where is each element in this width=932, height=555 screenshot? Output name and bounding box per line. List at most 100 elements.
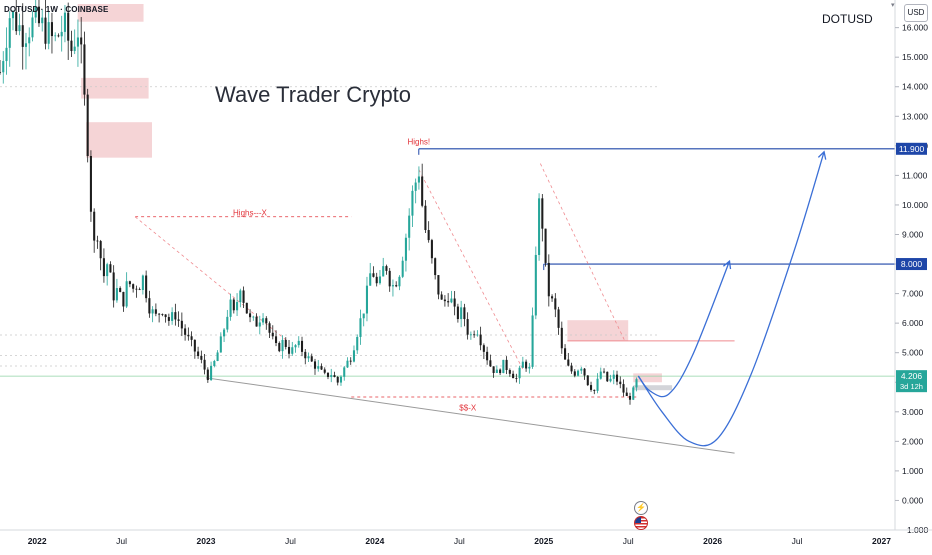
candle-body (278, 342, 281, 352)
candle-body (67, 12, 70, 41)
candle-body (76, 37, 79, 47)
candle-body (216, 352, 219, 361)
candle-body (589, 385, 593, 390)
chart-annotation: $$-X (459, 403, 477, 412)
projection-arrow-long (817, 150, 827, 160)
more-options-icon[interactable]: ▾ (891, 2, 895, 9)
y-tick-label: 3.000 (902, 407, 924, 417)
candle-body (24, 43, 28, 47)
candle-body (161, 314, 164, 315)
candle-body (349, 360, 352, 362)
x-tick-label: 2023 (197, 536, 216, 546)
candle-body (213, 360, 216, 366)
candle-body (203, 359, 206, 370)
candle-body (486, 351, 489, 361)
y-tick-label: 5.000 (902, 348, 924, 358)
candle-body (119, 288, 122, 292)
candle-body (492, 366, 495, 373)
dashed-diagonal (540, 163, 626, 342)
candle-body (502, 359, 505, 374)
candle-body (21, 25, 24, 47)
candle-body (249, 313, 252, 318)
current-price-value: 4.206 (901, 371, 923, 381)
candle-body (31, 17, 34, 38)
candle-body (469, 334, 472, 336)
candle-body (430, 240, 433, 259)
candle-body (573, 371, 576, 376)
candle-body (8, 18, 11, 48)
candle-body (583, 368, 586, 376)
candle-body (443, 299, 446, 302)
x-tick-label: Jul (454, 536, 465, 546)
candle-body (236, 302, 239, 311)
candle-body (132, 284, 135, 289)
candle-body (174, 312, 177, 320)
y-tick-label: 11.000 (902, 170, 928, 180)
chart-annotation: Highs! (407, 137, 430, 146)
candle-body (450, 298, 453, 303)
candle-body (300, 340, 304, 352)
currency-badge[interactable]: USD (904, 4, 928, 22)
y-tick-label: 10.000 (902, 200, 928, 210)
candle-body (463, 307, 466, 320)
candle-body (44, 17, 47, 44)
x-tick-label: Jul (285, 536, 296, 546)
candle-body (476, 334, 479, 336)
candle-body (460, 307, 463, 320)
candle-body (531, 315, 534, 367)
price-level-tag-label: 11.900 (899, 144, 925, 154)
candle-body (223, 329, 226, 337)
time-axis: 2022 Jul 2023 Jul 2024 Jul 2025 Jul 2026 Jul 2027 (0, 529, 932, 546)
y-tick-label: 14.000 (902, 82, 928, 92)
candle-body (411, 190, 414, 216)
candle-body (167, 317, 170, 321)
candle-body (330, 375, 333, 377)
x-tick-label: Jul (792, 536, 803, 546)
candle-body (274, 336, 278, 343)
y-tick-label: 16.000 (902, 23, 928, 33)
candle-body (141, 275, 144, 290)
candle-body (382, 266, 385, 277)
candle-body (346, 360, 349, 368)
candle-body (291, 347, 294, 354)
candle-body (421, 176, 424, 206)
candle-body (164, 314, 167, 318)
supply-zone (81, 77, 149, 99)
candle-body (518, 367, 521, 379)
candle-body (0, 71, 2, 73)
author-text: Wave Trader Crypto (215, 82, 412, 107)
candle-body (567, 359, 570, 366)
x-tick-label: Jul (623, 536, 634, 546)
candle-body (245, 302, 248, 314)
x-tick-label: 2025 (534, 536, 553, 546)
candle-body (499, 369, 502, 374)
price-level-tag (896, 258, 927, 271)
candle-body (2, 61, 5, 73)
candle-body (414, 182, 417, 191)
price-axis: −1.0000.0001.0002.0003.0004.0005.0006.00… (894, 0, 932, 550)
candle-body (180, 320, 183, 329)
supply-zone (633, 373, 662, 383)
projection-arrow-short (722, 259, 732, 270)
lightning-icon[interactable]: ⚡ (634, 501, 648, 515)
candle-body (310, 356, 313, 362)
us-flag-event-icon[interactable] (634, 516, 648, 530)
symbol-info[interactable]: DOTUSD · 1W · COINBASE (4, 5, 108, 14)
candle-body (538, 198, 541, 255)
candle-body (307, 356, 310, 359)
candle-body (427, 230, 430, 241)
candle-body (258, 322, 261, 327)
candle-body (112, 272, 115, 301)
candle-body (625, 392, 628, 396)
candle-body (262, 318, 265, 323)
candlestick-series (0, 0, 638, 405)
candle-body (219, 336, 222, 353)
candle-body (404, 237, 407, 261)
current-price-tag (896, 370, 927, 393)
candle-body (508, 370, 511, 374)
candle-body (128, 281, 131, 285)
candle-body (190, 336, 193, 340)
candle-body (89, 156, 92, 212)
